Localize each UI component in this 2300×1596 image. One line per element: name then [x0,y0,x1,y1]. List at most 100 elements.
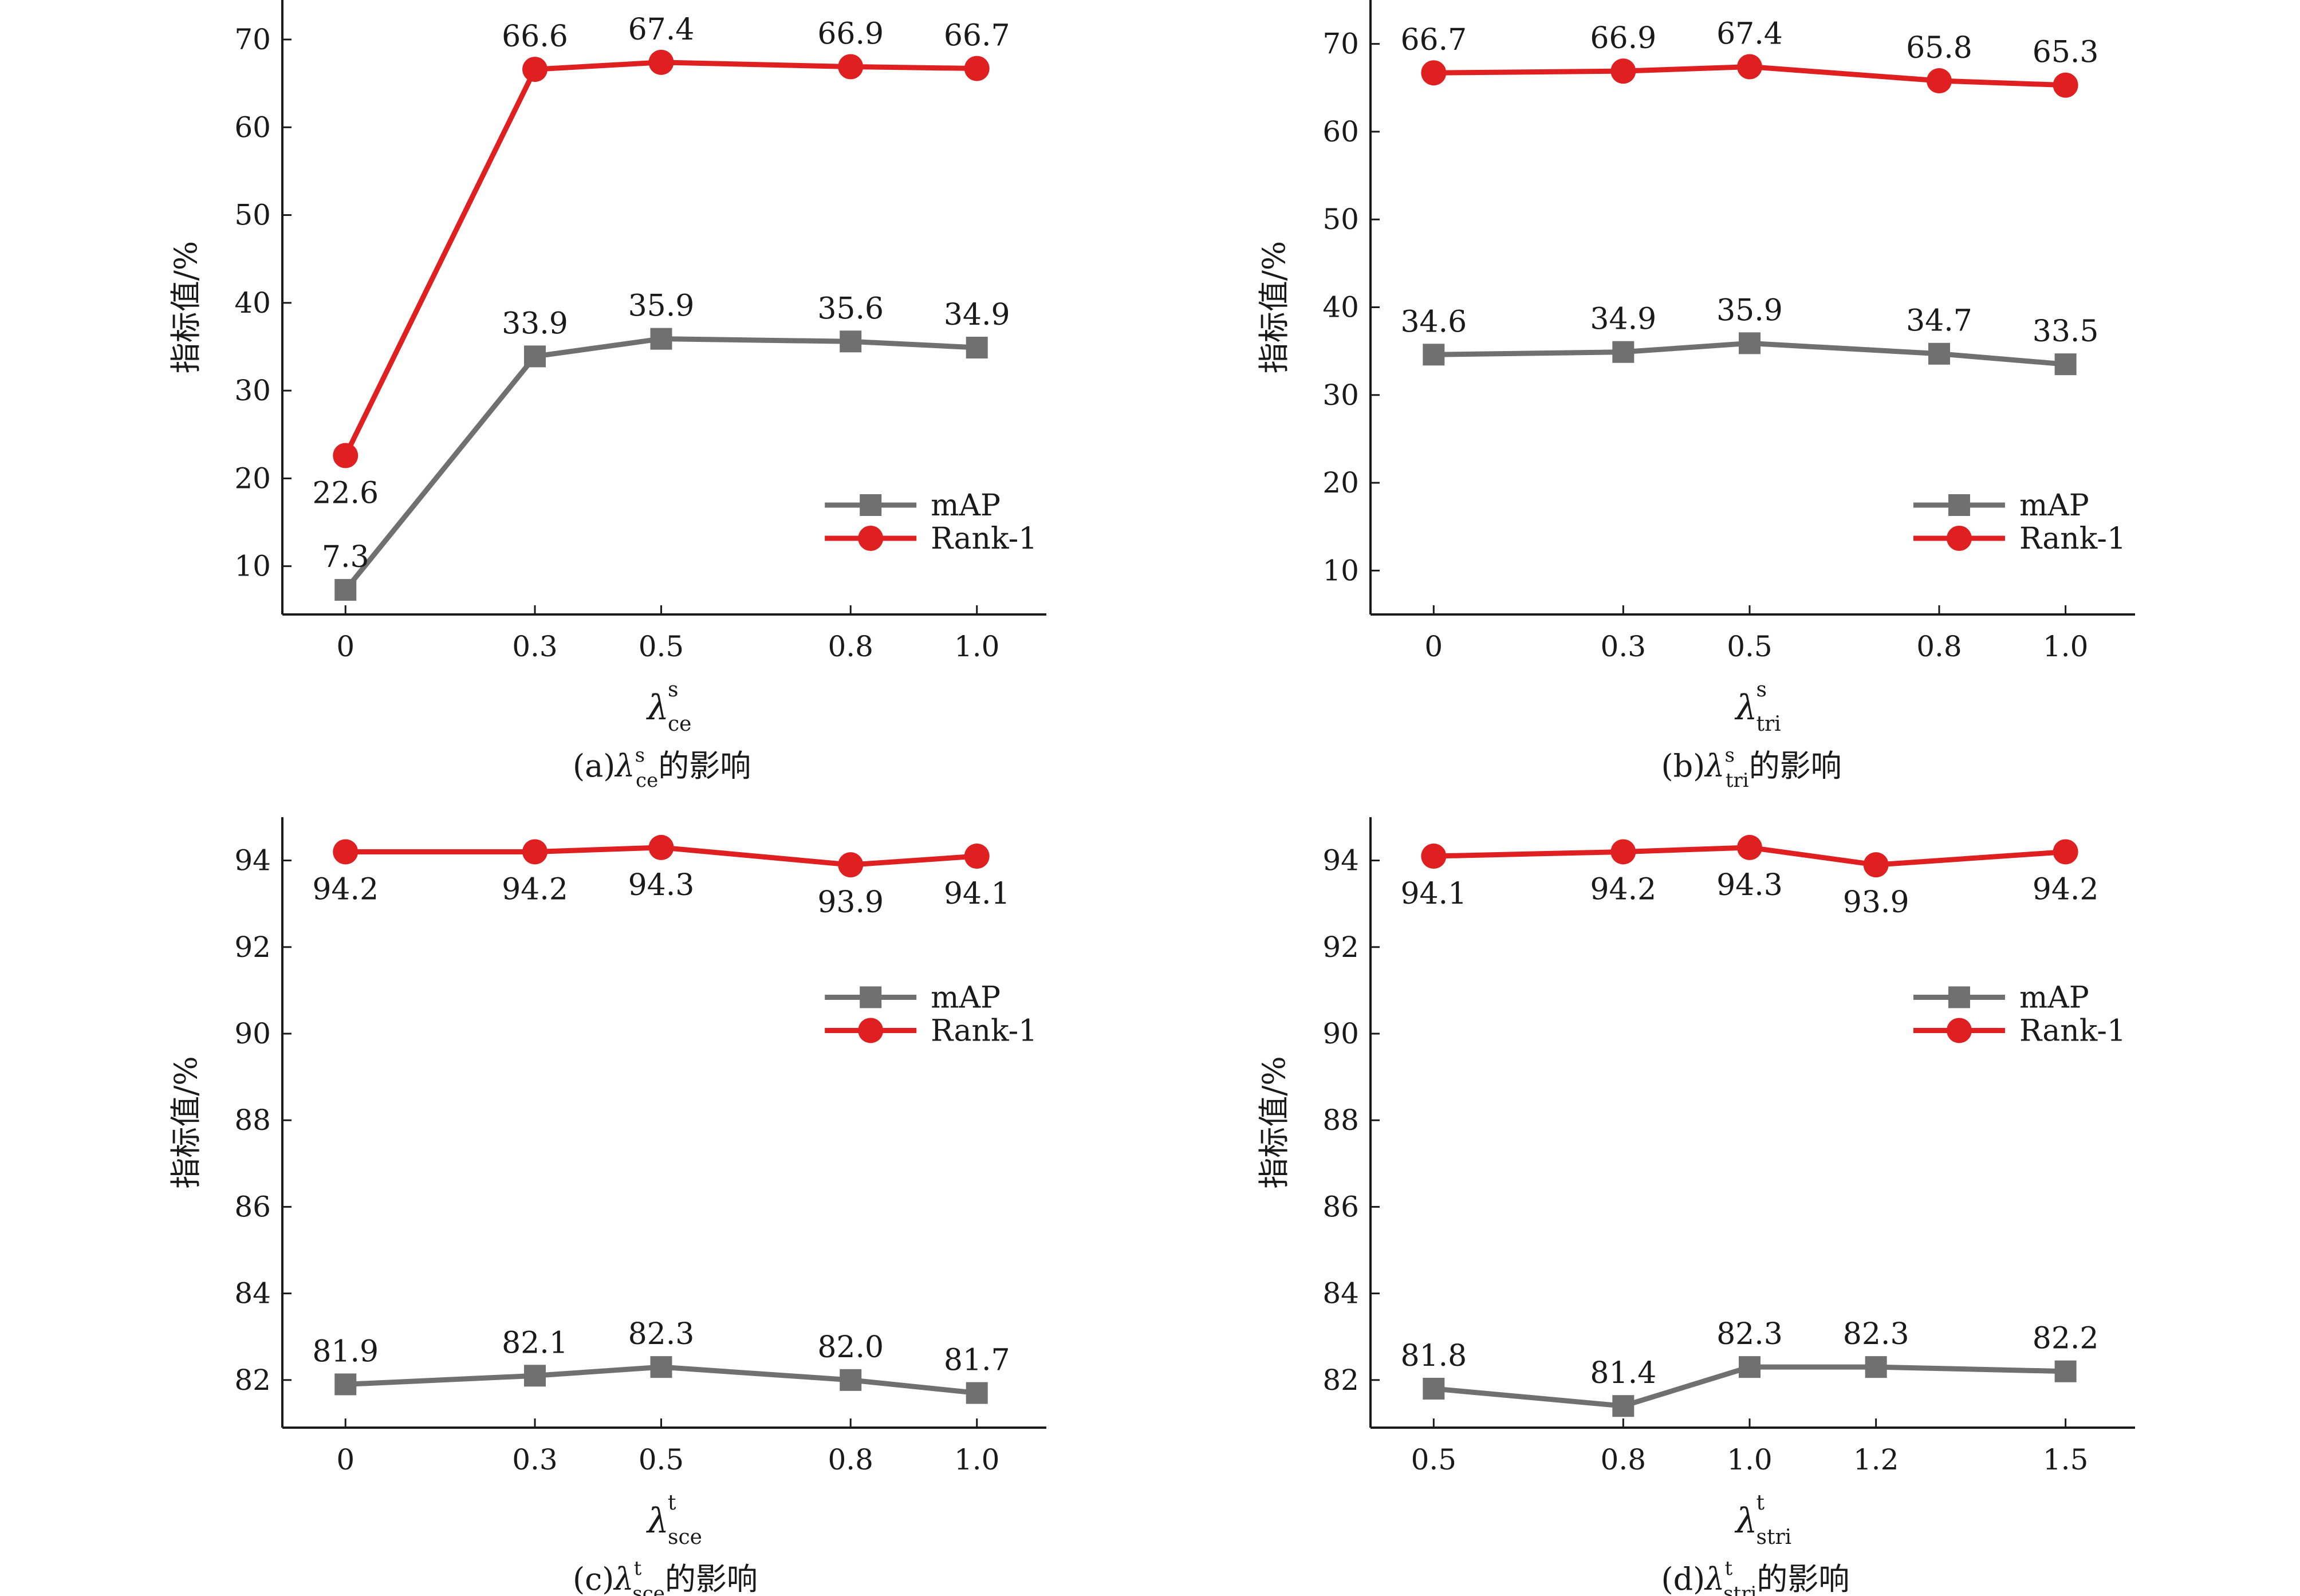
data-label-mAP: 34.9 [944,298,1010,332]
data-label-Rank-1: 66.6 [502,19,568,54]
caption-suffix: 的影响 [658,748,751,784]
data-label-Rank-1: 66.7 [944,19,1010,53]
data-label-mAP: 35.9 [1716,293,1783,328]
point-mAP [966,1382,988,1404]
caption-symbol: λ [1704,1561,1724,1596]
panel-caption: (c)λt sce的影响 [573,1557,758,1596]
y-tick-label: 84 [234,1277,271,1310]
data-label-Rank-1: 94.2 [2033,872,2099,907]
x-tick-label: 0.8 [828,630,873,663]
x-axis-label: λ [1735,1501,1758,1541]
y-tick-label: 90 [1322,1017,1359,1050]
data-label-Rank-1: 94.2 [1590,872,1656,907]
x-tick-label: 0.5 [639,630,684,663]
y-axis-label: 指标值/% [1256,241,1292,374]
x-tick-label: 0.5 [1411,1443,1457,1476]
caption-sup: s [1724,744,1734,767]
legend-marker-mAP [1948,986,1970,1008]
x-axis-label-sup: s [668,678,678,702]
point-mAP [840,1369,862,1391]
y-tick-label: 10 [1322,554,1359,587]
x-axis-label: λ [646,688,669,728]
x-axis-label-sub: sce [668,1526,702,1549]
data-label-mAP: 81.8 [1400,1339,1467,1373]
legend-marker-mAP [860,494,882,517]
legend-label-Rank-1: Rank-1 [2019,522,2126,556]
caption-sub: ce [636,769,658,792]
y-tick-label: 82 [234,1364,271,1397]
data-label-Rank-1: 66.7 [1400,23,1467,57]
panel-caption: (b)λs tri的影响 [1661,744,1842,792]
x-tick-label: 0.8 [1916,630,1962,663]
point-mAP [1423,1377,1445,1400]
data-label-Rank-1: 67.4 [628,13,695,47]
data-label-mAP: 81.4 [1590,1356,1656,1390]
caption-suffix: 的影响 [1756,1561,1849,1596]
legend-label-Rank-1: Rank-1 [931,1014,1037,1048]
legend-marker-Rank-1 [858,526,884,551]
y-tick-label: 94 [234,844,271,877]
point-mAP [650,1356,672,1378]
caption-sup: s [635,744,645,767]
data-label-mAP: 81.9 [312,1334,379,1369]
x-axis-label-sub: stri [1756,1526,1792,1549]
series-line-Rank-1 [343,60,977,457]
point-Rank-1 [522,57,548,82]
x-tick-label: 0.5 [639,1443,684,1476]
legend-marker-mAP [1948,494,1970,517]
data-label-Rank-1: 93.9 [1843,885,1909,920]
data-label-Rank-1: 22.6 [312,476,379,511]
caption-prefix: (d) [1661,1561,1706,1596]
caption-sub: tri [1726,769,1749,792]
data-label-Rank-1: 93.9 [817,885,884,920]
y-tick-label: 10 [234,550,271,583]
point-Rank-1 [648,49,674,75]
caption-symbol: λ [1704,748,1724,784]
y-tick-label: 90 [234,1017,271,1050]
x-axis-label-sup: t [1756,1491,1765,1515]
y-tick-label: 30 [1322,379,1359,412]
y-axis-label: 指标值/% [168,241,204,374]
point-Rank-1 [2053,72,2078,98]
point-mAP [650,328,672,350]
x-axis-label: λ [1735,688,1758,728]
x-tick-label: 0 [336,1443,355,1476]
x-axis-label-sup: s [1756,678,1767,702]
point-mAP [966,337,988,359]
x-axis-label-sub: ce [668,712,691,736]
data-label-mAP: 34.7 [1906,304,1972,338]
x-tick-label: 1.0 [954,1443,1000,1476]
point-Rank-1 [1736,834,1762,860]
data-label-Rank-1: 94.1 [944,877,1010,911]
y-tick-label: 20 [1322,466,1359,499]
caption-prefix: (b) [1661,748,1706,784]
data-label-Rank-1: 65.3 [2033,36,2099,70]
data-label-Rank-1: 94.1 [1400,877,1467,911]
caption-prefix: (c) [573,1561,614,1596]
y-tick-label: 50 [1322,203,1359,236]
data-label-mAP: 34.9 [1590,302,1656,337]
y-axis-label: 指标值/% [168,1056,204,1189]
x-axis-label: λ [646,1501,669,1541]
data-label-mAP: 81.7 [944,1343,1010,1378]
point-mAP [1738,332,1761,354]
data-label-mAP: 7.3 [322,540,369,574]
point-mAP [2054,1360,2077,1382]
legend-label-Rank-1: Rank-1 [2019,1014,2126,1048]
x-tick-label: 0.8 [828,1443,873,1476]
x-tick-label: 1.0 [2043,630,2089,663]
point-mAP [1738,1356,1761,1378]
caption-symbol: λ [614,748,635,784]
legend-label-mAP: mAP [2019,488,2089,523]
caption-sub: stri [1723,1582,1756,1596]
point-Rank-1 [1863,852,1889,878]
data-label-mAP: 35.6 [817,291,884,326]
y-tick-label: 30 [234,374,271,407]
point-mAP [2054,353,2077,376]
x-tick-label: 1.5 [2043,1443,2089,1476]
y-tick-label: 86 [234,1190,271,1223]
